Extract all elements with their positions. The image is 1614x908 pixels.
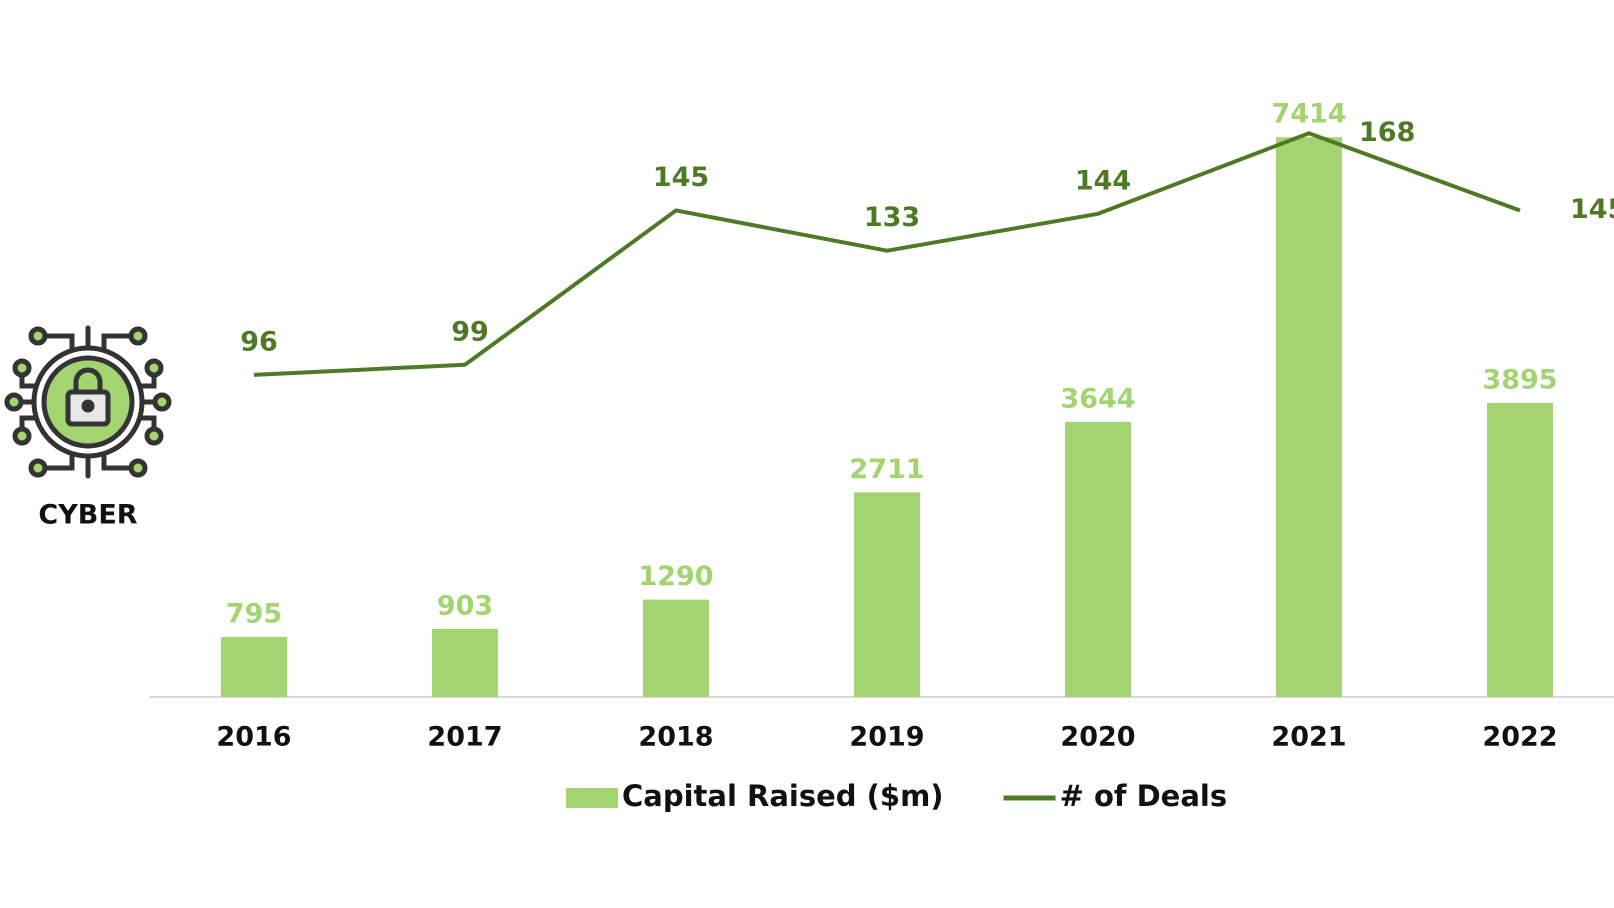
bar-value-label: 3644 [1060,383,1135,414]
cyber-icon [4,325,172,479]
line-value-label: 99 [451,316,489,347]
legend-swatch [566,788,618,808]
x-tick-label: 2021 [1271,722,1346,753]
icon-label: CYBER [38,500,137,531]
x-tick-label: 2016 [216,722,291,753]
x-tick-label: 2022 [1482,722,1557,753]
x-tick-label: 2017 [427,722,502,753]
legend-label: # of Deals [1060,779,1228,813]
line-value-label: 145 [1570,194,1614,225]
line-value-label: 144 [1075,165,1131,196]
bar-value-label: 2711 [849,454,924,485]
line-value-label: 96 [240,326,278,357]
bar [1065,421,1131,697]
bar [854,492,920,697]
bar-value-label: 795 [226,598,282,629]
bar [1487,402,1553,697]
bar [643,599,709,697]
line [253,131,1521,377]
x-tick-label: 2020 [1060,722,1135,753]
x-tick-label: 2019 [849,722,924,753]
bar-value-label: 903 [437,590,493,621]
bar-value-label: 1290 [638,561,713,592]
bar [1276,137,1342,698]
line-value-label: 168 [1359,117,1415,148]
legend-label: Capital Raised ($m) [622,779,944,813]
bar-value-label: 3895 [1482,364,1557,395]
bar [432,628,498,697]
bar-value-label: 7414 [1271,99,1346,130]
line-value-label: 133 [864,202,920,233]
x-tick-label: 2018 [638,722,713,753]
bar [221,636,287,697]
line-value-label: 145 [653,162,709,193]
